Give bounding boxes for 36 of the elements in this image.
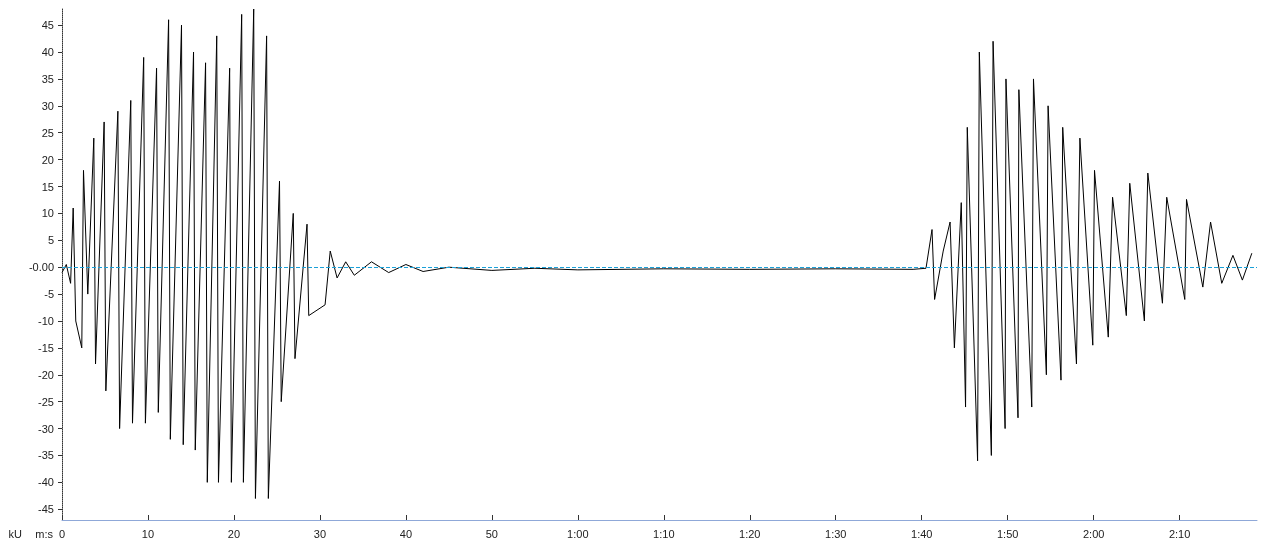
x-tick-label: 40 (399, 527, 413, 540)
y-tick-label: -0.00 (28, 261, 54, 274)
y-tick-label: -30 (38, 422, 54, 435)
y-axis-title: kU (8, 527, 23, 540)
y-tick-label: -25 (38, 395, 54, 408)
x-tick-label: 1:10 (653, 527, 675, 540)
x-tick-label: 1:30 (825, 527, 847, 540)
x-tick-label: 1:00 (567, 527, 589, 540)
y-tick-label: 15 (41, 180, 54, 193)
x-axis-title: m:s (35, 527, 54, 540)
y-tick-label: 20 (41, 153, 54, 166)
y-tick-label: -35 (38, 449, 54, 462)
y-tick-label: -10 (38, 314, 54, 327)
y-tick-label: 10 (41, 207, 54, 220)
y-tick-label: 35 (41, 72, 54, 85)
x-tick-label: 50 (485, 527, 498, 540)
y-tick-label: 25 (41, 126, 54, 139)
x-tick-label: 0 (58, 527, 66, 540)
y-tick-label: 30 (41, 99, 54, 112)
y-tick-label: -5 (44, 288, 54, 301)
x-tick-label: 30 (313, 527, 327, 540)
x-tick-label: 2:10 (1168, 527, 1191, 540)
y-tick-label: 45 (41, 19, 54, 32)
x-tick-label: 1:50 (996, 527, 1019, 540)
y-tick-label: 40 (41, 46, 54, 59)
y-tick-label: -15 (38, 341, 54, 354)
line-series (61, 8, 1253, 499)
y-tick-label: -45 (38, 503, 54, 516)
y-tick-label: -20 (38, 368, 54, 381)
x-tick-label: 1:40 (911, 527, 933, 540)
x-tick-label: 1:20 (739, 527, 761, 540)
x-tick-label: 10 (141, 527, 155, 540)
x-tick-label: 2:00 (1082, 527, 1105, 540)
y-tick-label: 5 (47, 234, 54, 247)
x-tick-label: 20 (227, 527, 241, 540)
y-tick-label: -40 (38, 476, 54, 489)
